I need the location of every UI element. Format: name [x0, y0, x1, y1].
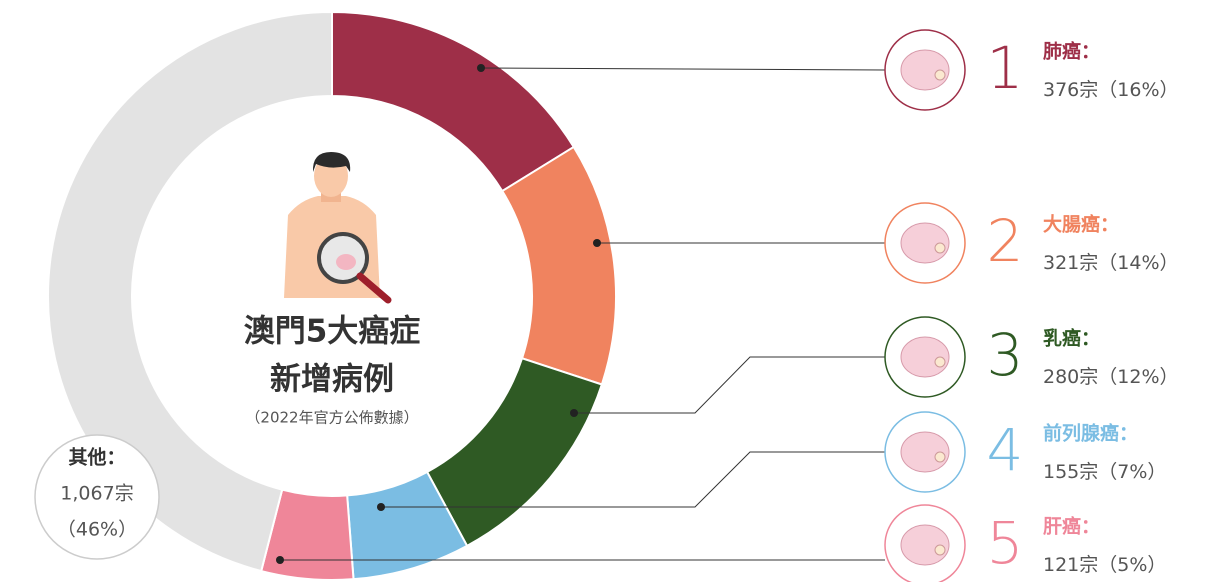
- leader-dot: [276, 556, 284, 564]
- donut-segment: [500, 145, 617, 386]
- tumor-icon: [934, 451, 946, 463]
- rank-number: 1: [987, 34, 1024, 102]
- rank-number: 5: [987, 509, 1024, 577]
- leader-dot: [570, 409, 578, 417]
- legend-category: 前列腺癌：: [1043, 422, 1138, 445]
- tumor-icon: [934, 69, 946, 81]
- tumor-icon: [934, 544, 946, 556]
- legend-value: 376宗（16%）: [1043, 79, 1179, 101]
- organ-icon: [900, 222, 950, 264]
- legend-category: 肝癌：: [1043, 515, 1100, 538]
- percent-label: （12%）: [1098, 366, 1178, 388]
- value-label: 121宗: [1043, 554, 1098, 576]
- other-circle: [34, 434, 160, 560]
- legend-value: 280宗（12%）: [1043, 366, 1179, 388]
- donut-segment: [425, 357, 604, 548]
- leader-dot: [377, 503, 385, 511]
- organ-icon: [900, 431, 950, 473]
- percent-label: （7%）: [1098, 461, 1166, 483]
- value-label: 321宗: [1043, 252, 1098, 274]
- donut-segment: [331, 10, 576, 193]
- other-percent: （46%）: [57, 519, 137, 541]
- title: 澳門5大癌症: [244, 314, 421, 350]
- organ-icon: [900, 336, 950, 378]
- legend-category: 大腸癌：: [1043, 213, 1119, 236]
- other-category: 其他：: [68, 446, 125, 469]
- leader-dot: [477, 64, 485, 72]
- value-label: 376宗: [1043, 79, 1098, 101]
- legend-value: 321宗（14%）: [1043, 252, 1179, 274]
- organ-icon: [900, 524, 950, 566]
- legend-category: 肺癌：: [1043, 40, 1100, 63]
- value-label: 280宗: [1043, 366, 1098, 388]
- rank-number: 3: [987, 321, 1024, 389]
- leader-line: [480, 67, 886, 71]
- rank-number: 2: [987, 207, 1024, 275]
- donut: [47, 10, 617, 581]
- percent-label: （5%）: [1098, 554, 1166, 576]
- tumor-icon: [934, 242, 946, 254]
- donut-segment: [47, 10, 333, 573]
- legend-value: 155宗（7%）: [1043, 461, 1166, 483]
- legend-value: 121宗（5%）: [1043, 554, 1166, 576]
- rank-number: 4: [987, 416, 1024, 484]
- leader-line: [574, 356, 885, 414]
- person-illustration: [284, 152, 392, 304]
- subtitle: 新增病例: [270, 362, 394, 398]
- note: （2022年官方公佈數據）: [245, 409, 418, 427]
- percent-label: （14%）: [1098, 252, 1178, 274]
- organ-icon: [900, 49, 950, 91]
- other-value: 1,067宗: [60, 483, 133, 505]
- value-label: 155宗: [1043, 461, 1098, 483]
- leader-line: [381, 451, 885, 508]
- tumor-icon: [934, 356, 946, 368]
- legend-category: 乳癌：: [1043, 327, 1100, 350]
- leader-dot: [593, 239, 601, 247]
- percent-label: （16%）: [1098, 79, 1178, 101]
